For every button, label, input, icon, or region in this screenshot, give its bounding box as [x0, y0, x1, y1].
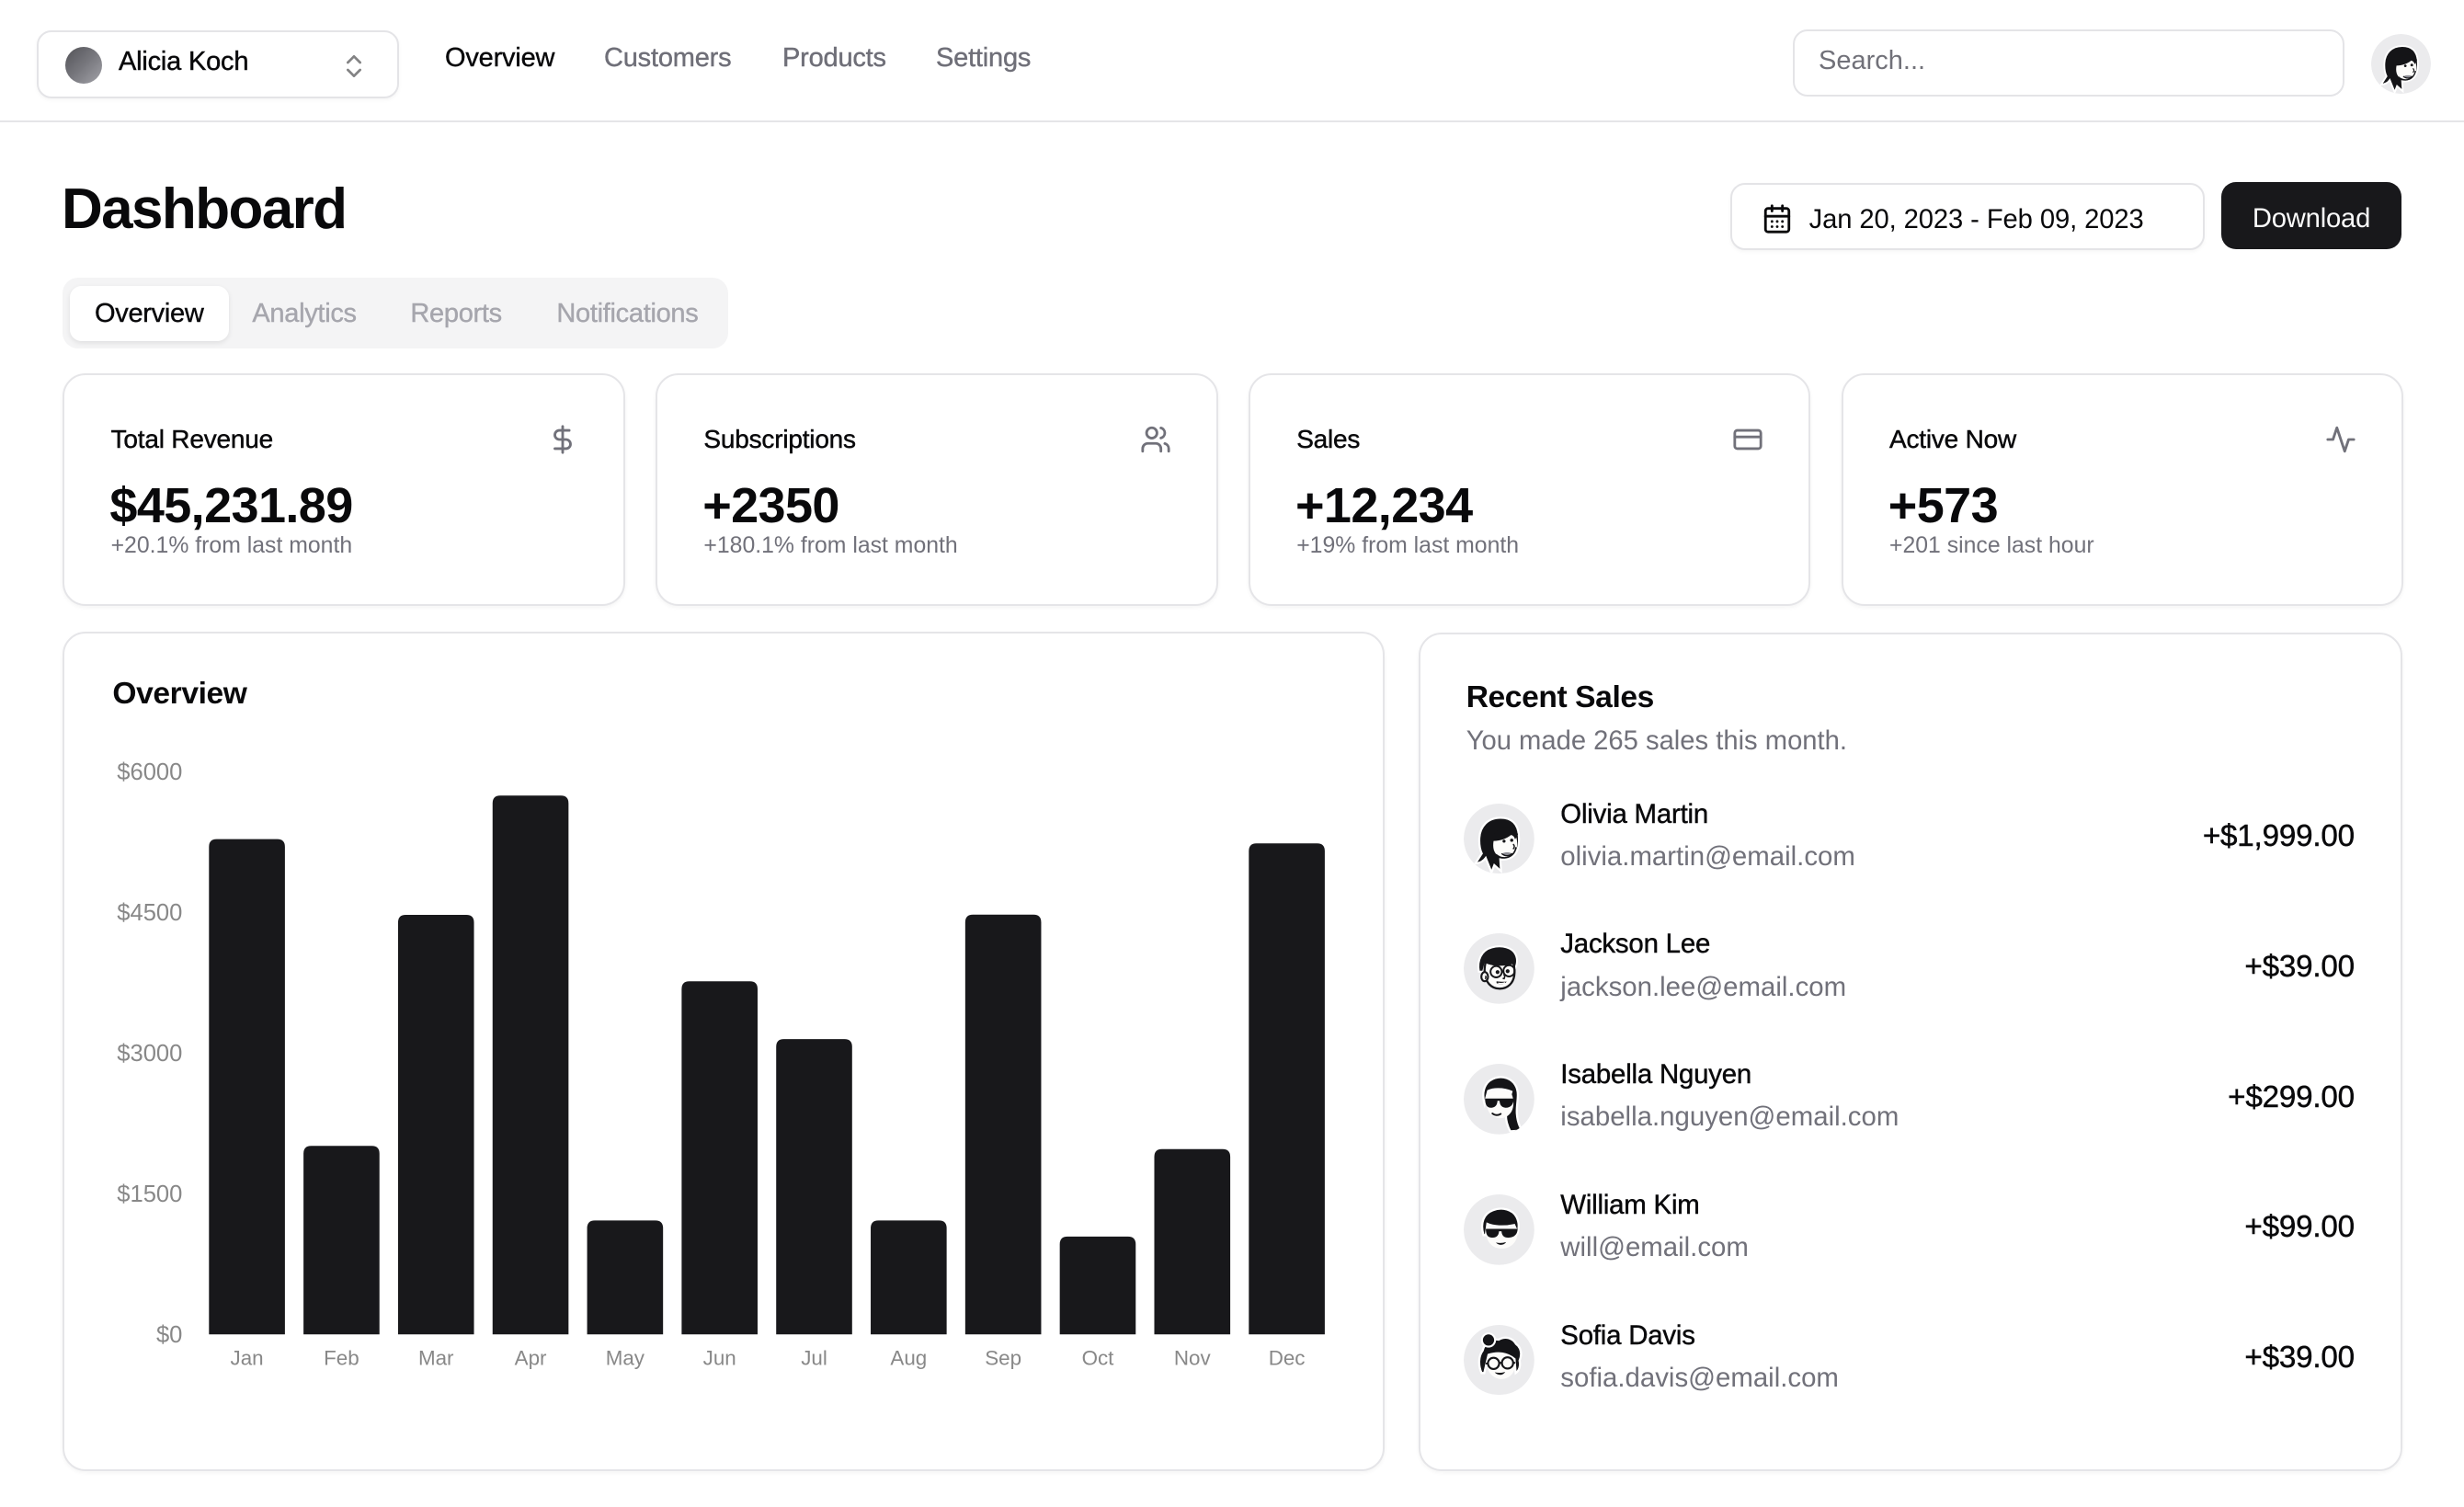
svg-text:$3000: $3000 — [118, 1041, 183, 1067]
svg-text:Mar: Mar — [418, 1347, 454, 1370]
svg-text:Jan: Jan — [231, 1347, 264, 1370]
svg-text:Dec: Dec — [1269, 1347, 1306, 1370]
svg-text:$6000: $6000 — [118, 759, 183, 785]
svg-text:$1500: $1500 — [118, 1182, 183, 1207]
svg-text:Jun: Jun — [703, 1347, 736, 1370]
svg-text:Feb: Feb — [325, 1347, 360, 1370]
svg-text:$4500: $4500 — [118, 900, 183, 926]
svg-text:Oct: Oct — [1082, 1347, 1115, 1370]
svg-text:Aug: Aug — [891, 1347, 928, 1370]
svg-text:Jul: Jul — [802, 1347, 828, 1370]
svg-text:May: May — [606, 1347, 645, 1370]
svg-text:Apr: Apr — [515, 1347, 547, 1370]
svg-text:$0: $0 — [156, 1322, 182, 1348]
svg-text:Sep: Sep — [986, 1347, 1022, 1370]
svg-text:Nov: Nov — [1174, 1347, 1212, 1370]
